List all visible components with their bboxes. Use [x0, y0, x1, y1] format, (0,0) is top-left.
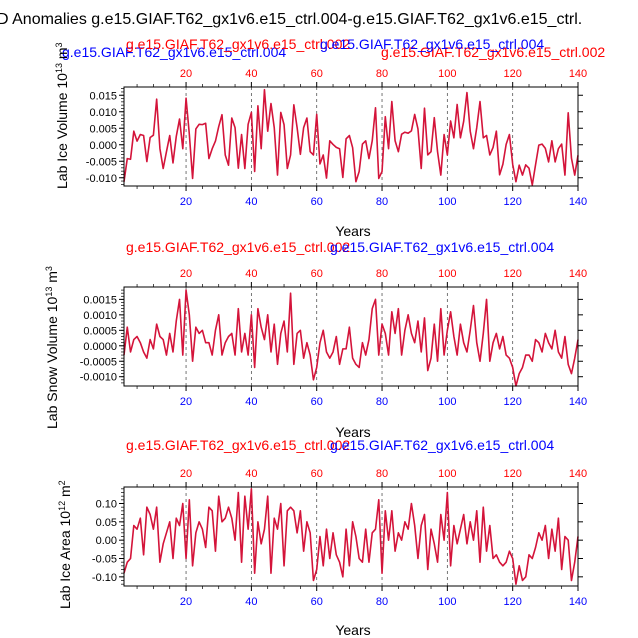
x-tick-label-top: 40 — [245, 468, 257, 480]
y-tick-label: 0.0015 — [83, 294, 117, 306]
x-tick-label-top: 60 — [311, 268, 323, 280]
x-axis-label: Years — [335, 622, 370, 638]
y-tick-label: 0.015 — [89, 90, 117, 102]
y-tick-label: -0.005 — [86, 156, 117, 168]
x-tick-label-top: 20 — [180, 468, 192, 480]
series-title-overlap: g.e15.GIAF.T62_gx1v6.e15_ctrl.002 — [126, 36, 350, 52]
x-tick-label: 80 — [376, 596, 388, 608]
x-axis-label: Years — [335, 223, 370, 239]
y-tick-label: -0.0010 — [80, 372, 117, 384]
y-tick-label: 0.0000 — [83, 341, 117, 353]
x-tick-label-top: 60 — [311, 68, 323, 80]
plot-area: -0.0010 -0.0005 0.0000 0.0005 0.0010 0.0015 20… — [80, 268, 587, 408]
x-tick-label-top: 60 — [311, 468, 323, 480]
x-tick-label: 120 — [503, 396, 521, 408]
series-line — [123, 488, 579, 585]
x-tick-label: 20 — [180, 596, 192, 608]
x-tick-label: 40 — [245, 196, 257, 208]
plot-frame — [123, 86, 579, 187]
y-tick-label: -0.0005 — [80, 356, 117, 368]
x-tick-label: 60 — [311, 396, 323, 408]
x-tick-label-top: 80 — [376, 468, 388, 480]
y-tick-label: 0.005 — [89, 123, 117, 135]
series-title-left: g.e15.GIAF.T62_gx1v6.e15_ctrl.002 — [126, 239, 350, 255]
figure-title: D Anomalies g.e15.GIAF.T62_gx1v6.e15_ctr… — [0, 11, 582, 28]
x-tick-label-top: 40 — [245, 268, 257, 280]
x-tick-label: 100 — [438, 396, 456, 408]
y-tick-label: 0.10 — [96, 499, 117, 511]
panel-ice-volume: -0.010 -0.005 0.000 0.005 0.010 0.015 20 20 40 40… — [54, 36, 605, 239]
series-title-right: g.e15.GIAF.T62_gx1v6.e15_ctrl.004 — [330, 437, 554, 453]
y-tick-label: -0.010 — [86, 173, 117, 185]
x-tick-label-top: 20 — [180, 68, 192, 80]
x-tick-label: 140 — [569, 196, 587, 208]
x-tick-label-top: 100 — [438, 468, 456, 480]
x-tick-label: 100 — [438, 196, 456, 208]
series-title-left: g.e15.GIAF.T62_gx1v6.e15_ctrl.002 — [126, 437, 350, 453]
x-tick-label-top: 80 — [376, 68, 388, 80]
x-tick-label: 120 — [503, 196, 521, 208]
x-tick-label: 140 — [569, 396, 587, 408]
x-tick-label: 20 — [180, 396, 192, 408]
y-tick-label: -0.10 — [92, 572, 117, 584]
x-axis-label: Years — [335, 424, 370, 440]
x-tick-label: 60 — [311, 196, 323, 208]
x-tick-label: 120 — [503, 596, 521, 608]
x-tick-label-top: 140 — [569, 68, 587, 80]
plot-area: -0.010 -0.005 0.000 0.005 0.010 0.015 20 20 40 40… — [86, 68, 587, 208]
y-tick-label: 0.010 — [89, 107, 117, 119]
x-tick-label: 100 — [438, 596, 456, 608]
x-tick-label: 80 — [376, 196, 388, 208]
series-line — [123, 289, 579, 387]
panel-snow-volume: -0.0010 -0.0005 0.0000 0.0005 0.0010 0.0015 20… — [44, 239, 587, 440]
x-tick-label-top: 140 — [569, 468, 587, 480]
x-tick-label: 40 — [245, 396, 257, 408]
plot-area: -0.10 -0.05 0.00 0.05 0.10 20 20 40 40 60 60 80 80 10… — [92, 468, 587, 608]
series-title-blue-overlay: g.e15.GIAF.T62_gx1v6.e15_ctrl.004 — [320, 36, 544, 52]
x-tick-label: 60 — [311, 596, 323, 608]
x-tick-label-top: 120 — [503, 68, 521, 80]
x-tick-label: 140 — [569, 596, 587, 608]
x-tick-label: 40 — [245, 596, 257, 608]
y-axis-label: Lab Ice Area 1012 m2 — [57, 480, 73, 609]
x-tick-label-top: 120 — [503, 468, 521, 480]
y-tick-label: -0.05 — [92, 554, 117, 566]
y-axis-label: Lab Ice Volume 1013 m3 — [54, 42, 70, 189]
x-tick-label-top: 20 — [180, 268, 192, 280]
series-title-right: g.e15.GIAF.T62_gx1v6.e15_ctrl.002 — [381, 44, 605, 60]
y-axis-label: Lab Snow Volume 1013 m3 — [44, 266, 60, 429]
y-tick-label: 0.000 — [89, 140, 117, 152]
x-tick-label: 80 — [376, 396, 388, 408]
y-tick-label: 0.00 — [96, 535, 117, 547]
y-tick-label: 0.05 — [96, 517, 117, 529]
y-tick-label: 0.0010 — [83, 310, 117, 322]
x-tick-label-top: 120 — [503, 268, 521, 280]
x-tick-label-top: 80 — [376, 268, 388, 280]
x-tick-label-top: 140 — [569, 268, 587, 280]
panel-ice-area: -0.10 -0.05 0.00 0.05 0.10 20 20 40 40 60 60 80 80 10… — [57, 437, 587, 638]
x-tick-label-top: 40 — [245, 68, 257, 80]
series-title-right: g.e15.GIAF.T62_gx1v6.e15_ctrl.004 — [330, 239, 554, 255]
series-title-left: g.e15.GIAF.T62_gx1v6.e15_ctrl.004 — [62, 44, 286, 60]
series-line — [123, 88, 579, 186]
x-tick-label: 20 — [180, 196, 192, 208]
y-tick-label: 0.0005 — [83, 325, 117, 337]
x-tick-label-top: 100 — [438, 68, 456, 80]
x-tick-label-top: 100 — [438, 268, 456, 280]
